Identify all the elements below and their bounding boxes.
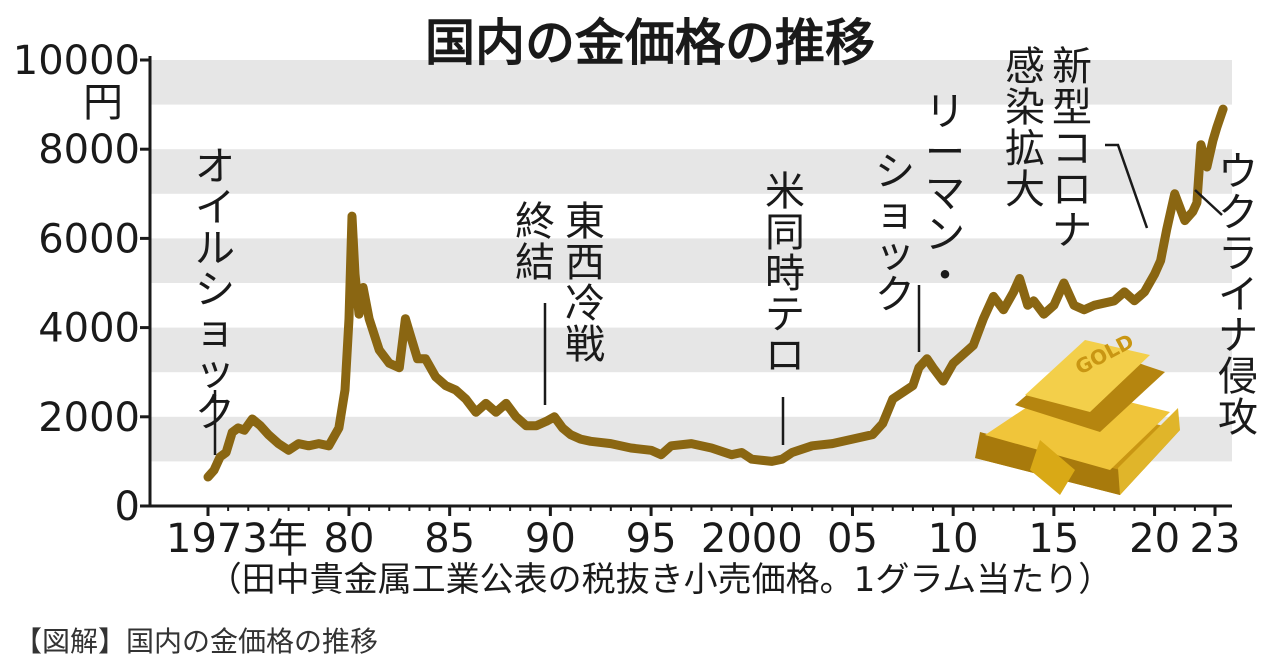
- annotation-char: ウ: [1218, 149, 1258, 195]
- x-tick-label: 80: [324, 516, 375, 562]
- annotation-char: ー: [925, 130, 965, 176]
- x-tick-label: 1973年: [166, 516, 308, 562]
- annotation-char: ク: [1218, 190, 1258, 236]
- x-tick-label: 20: [1129, 516, 1180, 562]
- x-tick-label: 95: [626, 516, 677, 562]
- annotation-char: 結: [515, 240, 555, 286]
- annotation-char: 冷: [565, 281, 605, 327]
- annotation-char: ナ: [1218, 313, 1258, 359]
- annotation-char: 時: [765, 251, 805, 297]
- annotation-char: オ: [195, 144, 235, 190]
- annotation-char: 新: [1052, 44, 1092, 90]
- x-tick-label: 23: [1190, 516, 1241, 562]
- annotation-char: 拡: [1005, 126, 1045, 172]
- annotation-char: ・: [925, 253, 965, 299]
- annotation-char: 終: [515, 199, 555, 245]
- annotation-char: 西: [565, 240, 605, 286]
- y-unit-label: 円: [83, 80, 123, 126]
- grid-band: [150, 238, 1232, 283]
- annotation-char: ッ: [195, 349, 235, 395]
- annotation-char: ン: [925, 212, 965, 258]
- annotation-char: ロ: [1052, 167, 1092, 213]
- annotation-char: 大: [1005, 167, 1045, 213]
- plot-area: [203, 104, 1228, 482]
- annotation-char: ル: [195, 226, 235, 272]
- x-tick-label: 85: [424, 516, 475, 562]
- annotation-char: 感: [1005, 44, 1045, 90]
- axes: 0 2000 4000 6000 8000 10000 1973年 80 85 90 95 2000 0…: [13, 38, 1241, 562]
- x-tick-label: 90: [525, 516, 576, 562]
- annotation-char: リ: [925, 89, 965, 135]
- annotation-char: 攻: [1218, 395, 1258, 441]
- x-tick-label: 2000: [701, 516, 803, 562]
- annotation-char: 型: [1052, 85, 1092, 131]
- annotation-char: テ: [765, 292, 805, 338]
- gold-price-chart: 0 2000 4000 6000 8000 10000 1973年 80 85 90 95 2000 0…: [13, 14, 1258, 600]
- annotation-char: ョ: [195, 308, 235, 354]
- annotation-char: 染: [1005, 85, 1045, 131]
- x-tick-label: 10: [928, 516, 979, 562]
- background-bands: [150, 60, 1232, 462]
- price-series-line: [203, 104, 1228, 482]
- annotation-char: 侵: [1218, 354, 1258, 400]
- grid-band: [150, 149, 1232, 194]
- annotation-char: ラ: [1218, 231, 1258, 277]
- chart-title: 国内の金価格の推移: [425, 14, 875, 72]
- annotation-char: シ: [195, 267, 235, 313]
- y-tick-label: 8000: [38, 127, 140, 173]
- annotation-char: ッ: [875, 231, 915, 277]
- y-tick-label: 6000: [38, 216, 140, 262]
- y-tick-label: 2000: [38, 395, 140, 441]
- annotation-char: 同: [765, 210, 805, 256]
- x-tick-label: 05: [827, 516, 878, 562]
- annotation-char: ナ: [1052, 208, 1092, 254]
- annotation-char: 米: [765, 169, 805, 215]
- figure-caption: 【図解】国内の金価格の推移: [14, 625, 379, 658]
- annotation-char: ク: [875, 272, 915, 318]
- annotation-char: コ: [1052, 126, 1092, 172]
- annotation-char: イ: [1218, 272, 1258, 318]
- annotation-char: 東: [565, 199, 605, 245]
- annotation-char: ョ: [875, 190, 915, 236]
- annotation-char: ク: [195, 390, 235, 436]
- grid-band: [150, 60, 1232, 105]
- annotation-char: マ: [925, 171, 965, 217]
- annotation-char: 戦: [565, 322, 605, 368]
- y-tick-label: 10000: [13, 38, 140, 84]
- source-note: （田中貴金属工業公表の税抜き小売価格。1グラム当たり）: [208, 560, 1113, 600]
- grid-band: [150, 327, 1232, 373]
- annotation-char: ロ: [765, 333, 805, 379]
- y-tick-label: 0: [115, 484, 140, 530]
- annotation-leader: [1194, 189, 1223, 216]
- y-tick-label: 4000: [38, 306, 140, 352]
- annotation-char: イ: [195, 185, 235, 231]
- annotation-leader: [1105, 143, 1149, 229]
- annotation-char: シ: [875, 149, 915, 195]
- x-tick-label: 15: [1028, 516, 1079, 562]
